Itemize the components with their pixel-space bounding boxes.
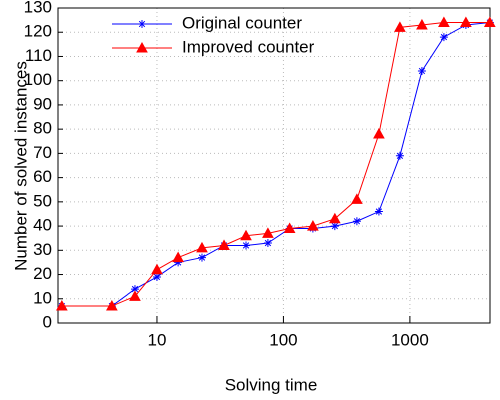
y-tick-label: 110: [25, 46, 52, 65]
data-point: [172, 251, 184, 263]
data-point: [152, 272, 161, 281]
data-point: [483, 16, 496, 28]
data-point: [240, 229, 252, 241]
legend-label: Original counter: [182, 13, 302, 32]
legend-label: Improved counter: [182, 37, 315, 56]
y-tick-label: 80: [33, 119, 52, 138]
data-point: [438, 16, 450, 28]
data-point: [56, 300, 68, 311]
data-point: [242, 241, 251, 250]
data-point: [151, 263, 163, 275]
y-tick-label: 70: [33, 143, 52, 162]
plot-frame: [57, 7, 491, 324]
data-point: [307, 220, 319, 231]
y-axis-label: Number of solved instances: [11, 61, 30, 271]
y-tick-label: 30: [33, 240, 52, 259]
data-point: [130, 285, 139, 294]
data-point: [129, 290, 141, 301]
y-tick-label: 0: [43, 312, 52, 331]
data-point: [417, 67, 426, 75]
data-point: [263, 239, 272, 248]
data-point: [352, 217, 361, 226]
y-tick-label: 60: [33, 167, 52, 186]
data-point: [351, 193, 363, 204]
y-tick-label: 90: [33, 94, 52, 113]
x-tick-label: 10: [147, 330, 166, 349]
data-point: [330, 222, 339, 231]
data-point: [373, 127, 385, 139]
data-point: [283, 222, 296, 233]
data-point: [106, 300, 118, 311]
y-tick-label: 20: [33, 264, 52, 283]
x-axis-label: Solving time: [225, 375, 318, 394]
data-point: [196, 241, 208, 253]
y-tick-label: 130: [24, 0, 52, 16]
y-tick-label: 120: [24, 22, 52, 41]
data-point: [395, 151, 404, 160]
data-point: [262, 227, 274, 238]
data-point: [218, 239, 230, 250]
data-point: [328, 212, 341, 224]
y-tick-label: 100: [24, 70, 52, 89]
data-point: [416, 18, 428, 30]
data-point: [374, 207, 383, 216]
series-line: [61, 22, 490, 307]
y-tick-label: 10: [33, 288, 52, 307]
x-tick-label: 1000: [391, 330, 429, 349]
data-point: [394, 21, 406, 32]
data-point: [174, 258, 183, 267]
legend-marker: [138, 20, 146, 28]
x-tick-label: 100: [269, 330, 297, 349]
data-point: [197, 253, 206, 262]
legend-marker: [136, 41, 148, 53]
y-tick-label: 40: [33, 216, 52, 235]
data-point: [439, 33, 448, 42]
y-tick-label: 50: [33, 191, 52, 210]
data-point: [460, 16, 472, 28]
